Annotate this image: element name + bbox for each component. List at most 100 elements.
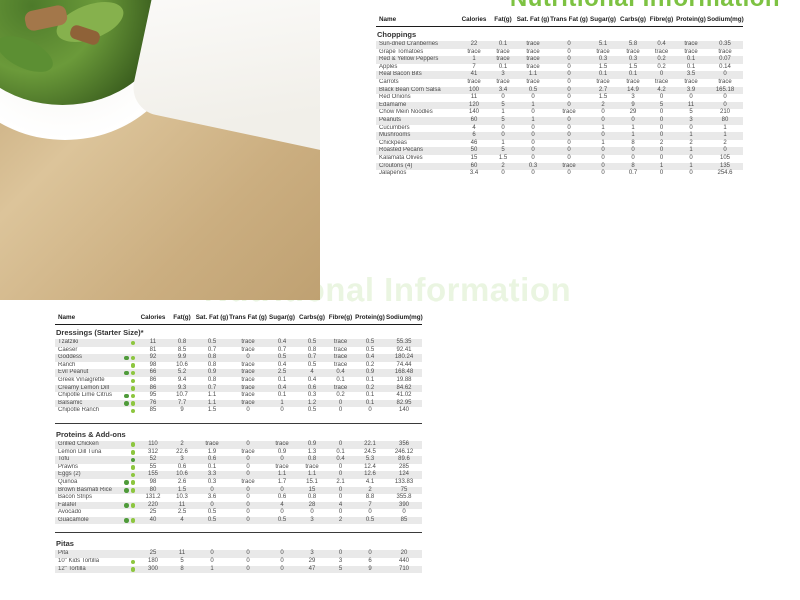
diet-badge-light-dot bbox=[130, 442, 135, 447]
cell-value: 254.6 bbox=[717, 170, 733, 177]
cell-value: 390 bbox=[398, 501, 409, 508]
cell-value: 22 bbox=[470, 41, 478, 47]
diet-badge-light-dot bbox=[130, 488, 135, 493]
cell-value: 0 bbox=[368, 509, 372, 516]
cell-value: 0.2 bbox=[365, 384, 375, 391]
cell-value: trace bbox=[241, 392, 255, 399]
cell-value: 0 bbox=[689, 94, 693, 101]
row-badges bbox=[121, 567, 137, 572]
cell-value: 0.9 bbox=[277, 448, 287, 455]
cell-value: trace bbox=[562, 109, 576, 116]
cell-value: 5 bbox=[659, 101, 664, 108]
cell-value: 0.3 bbox=[628, 56, 638, 63]
cell-value: 0.4 bbox=[336, 456, 345, 463]
cell-value: 0.2 bbox=[336, 392, 345, 399]
row-name: Goddess bbox=[58, 354, 83, 361]
cell-value: 0 bbox=[723, 71, 727, 78]
cell-value: 4 bbox=[310, 369, 314, 376]
cell-value: trace bbox=[526, 78, 540, 85]
cell-value: 1 bbox=[631, 124, 635, 131]
cell-value: 0 bbox=[659, 154, 664, 161]
column-header: Protein(g) bbox=[355, 314, 385, 322]
table-row: Chipotle Lime Citrus 95 10.7 1.1 trace 0.1 0.3… bbox=[55, 392, 422, 400]
table-row: Chickpeas 46 1 0 0 1 8 2 2 2 bbox=[376, 140, 743, 148]
table-row: Lemon Dill Tuna 312 22.6 1.9 trace 0.9 1.3 0.1 2… bbox=[55, 449, 422, 457]
cell-value: 0 bbox=[501, 170, 505, 177]
page-title-top: Nutritional Information bbox=[490, 0, 800, 13]
cell-value: 0 bbox=[246, 456, 250, 463]
cell-value: 0.7 bbox=[307, 354, 317, 361]
cell-value: 1.9 bbox=[207, 448, 217, 455]
cell-value: 0 bbox=[689, 170, 693, 177]
cell-value: 3 bbox=[689, 116, 693, 123]
cell-value: 0 bbox=[567, 154, 571, 161]
row-name: Jalapenos bbox=[379, 170, 407, 177]
row-name: Cucumbers bbox=[379, 124, 410, 131]
cell-value: 0.2 bbox=[657, 63, 666, 70]
cell-value: 19.88 bbox=[396, 376, 412, 383]
cell-value: 0.6 bbox=[277, 494, 287, 501]
cell-value: 0 bbox=[338, 486, 343, 493]
cell-value: trace bbox=[684, 41, 698, 47]
cell-value: 20 bbox=[400, 550, 408, 557]
cell-value: trace bbox=[596, 48, 610, 55]
table-row: Sun-dried Cranberries 22 0.1 trace 0 5.1 5.8 0.… bbox=[376, 41, 743, 49]
cell-value: 105 bbox=[719, 154, 730, 161]
cell-value: 0.7 bbox=[277, 346, 287, 353]
table-row: Bacon Strips 131.2 10.3 3.6 0 0.6 0.8 0 8.8 355.8 bbox=[55, 494, 422, 502]
cell-value: 0.4 bbox=[277, 339, 287, 345]
diet-badge-dark-dot bbox=[124, 503, 129, 508]
row-name: Tofu bbox=[58, 456, 70, 463]
cell-value: 40 bbox=[149, 516, 157, 523]
cell-value: 180 bbox=[147, 558, 158, 565]
cell-value: 0 bbox=[689, 154, 693, 161]
table-row: Ranch 98 10.6 0.8 trace 0.4 0.5 trace 0.2 74.44 bbox=[55, 362, 422, 370]
cell-value: 0 bbox=[723, 147, 727, 154]
cell-value: 0.5 bbox=[277, 516, 287, 523]
row-name: Black Bean Corn Salsa bbox=[379, 86, 441, 93]
cell-value: 1 bbox=[723, 132, 727, 139]
diet-badge-dark-dot bbox=[124, 401, 129, 406]
cell-value: 0.8 bbox=[207, 361, 217, 368]
row-name: Red & Yellow Peppers bbox=[379, 56, 439, 63]
cell-value: 0 bbox=[210, 550, 214, 557]
cell-value: 0 bbox=[246, 501, 250, 508]
cell-value: 0 bbox=[689, 124, 693, 131]
row-name: Mushrooms bbox=[379, 132, 411, 139]
cell-value: trace bbox=[654, 78, 669, 85]
cell-value: 0 bbox=[567, 101, 571, 108]
cell-value: 0.6 bbox=[207, 456, 217, 463]
cell-value: 0 bbox=[246, 471, 250, 478]
row-name: Avocado bbox=[58, 509, 82, 516]
cell-value: 0 bbox=[567, 78, 571, 85]
cell-value: 1.5 bbox=[598, 63, 608, 70]
cell-value: 81 bbox=[149, 346, 157, 353]
cell-value: 0 bbox=[567, 139, 571, 146]
cell-value: trace bbox=[526, 63, 540, 70]
cell-value: 2.6 bbox=[177, 478, 187, 485]
diet-badge-light-dot bbox=[130, 559, 135, 565]
cell-value: 95 bbox=[149, 392, 157, 399]
cell-value: 47 bbox=[308, 565, 316, 572]
cell-value: 0 bbox=[567, 71, 571, 78]
cell-value: 155 bbox=[147, 471, 158, 478]
diet-badge-light-dot bbox=[130, 378, 135, 384]
row-name: Chipotle Lime Citrus bbox=[58, 392, 113, 399]
cell-value: 0 bbox=[531, 124, 535, 131]
row-badges bbox=[121, 363, 137, 368]
cell-value: 0.1 bbox=[277, 376, 287, 383]
table-row: Apples 7 0.1 trace 0 1.5 1.5 0.2 0.1 0.14 bbox=[376, 64, 743, 72]
row-name: Apples bbox=[379, 63, 398, 70]
cell-value: 0 bbox=[531, 94, 535, 101]
cell-value: 1.3 bbox=[307, 448, 317, 455]
cell-value: 4 bbox=[338, 501, 343, 508]
cell-value: 0.8 bbox=[307, 494, 317, 501]
diet-badge-dark-dot bbox=[124, 488, 129, 493]
cell-value: 0 bbox=[338, 494, 343, 501]
row-name: Real Bacon Bits bbox=[379, 71, 422, 78]
cell-value: 24.5 bbox=[364, 448, 376, 455]
column-header: Protein(g) bbox=[676, 16, 706, 24]
cell-value: 0.5 bbox=[207, 509, 217, 516]
cell-value: 1 bbox=[531, 101, 535, 108]
cell-value: 10.7 bbox=[176, 392, 188, 399]
